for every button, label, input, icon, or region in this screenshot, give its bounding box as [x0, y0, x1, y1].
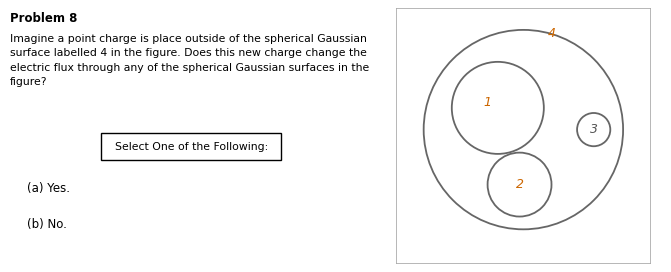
- Text: (a) Yes.: (a) Yes.: [27, 182, 70, 195]
- Text: 3: 3: [590, 123, 598, 136]
- Text: Imagine a point charge is place outside of the spherical Gaussian
surface labell: Imagine a point charge is place outside …: [10, 34, 369, 87]
- Text: Problem 8: Problem 8: [10, 12, 77, 25]
- Text: 1: 1: [484, 96, 492, 109]
- FancyBboxPatch shape: [101, 134, 281, 160]
- Text: (b) No.: (b) No.: [27, 218, 66, 231]
- Text: 4: 4: [548, 27, 556, 40]
- Text: 2: 2: [515, 178, 523, 191]
- Text: Select One of the Following:: Select One of the Following:: [115, 142, 268, 152]
